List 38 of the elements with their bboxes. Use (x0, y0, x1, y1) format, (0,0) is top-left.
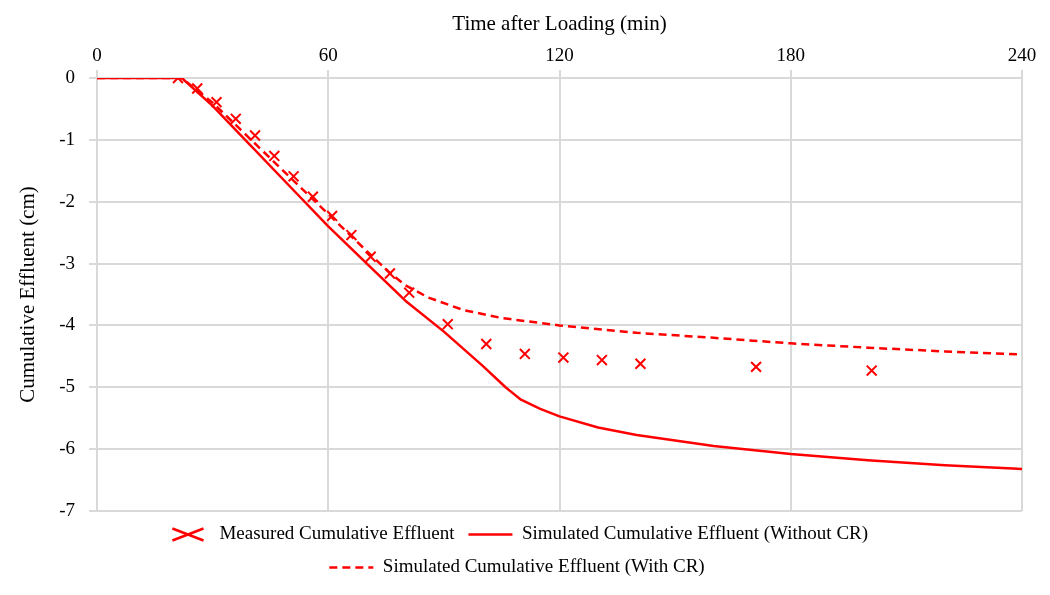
y-tick-label: -1 (59, 127, 76, 149)
x-tick-label: 0 (92, 43, 102, 65)
y-axis-title: Cumulative Effluent (cm) (15, 186, 40, 403)
y-tick-label: -3 (59, 251, 76, 273)
y-tick-label: -6 (59, 437, 76, 459)
point (191, 82, 204, 95)
y-tick-label: -4 (59, 313, 76, 335)
x-tick-label: 60 (318, 43, 338, 65)
point (403, 286, 416, 299)
point (441, 318, 454, 331)
x-tick-label: 120 (545, 43, 574, 65)
y-tick-label: -7 (59, 498, 76, 520)
point (383, 267, 396, 280)
point (287, 170, 300, 183)
y-tick-label: -5 (59, 375, 76, 397)
point (557, 351, 570, 364)
y-tick-label: 0 (65, 65, 76, 87)
point (364, 250, 377, 263)
point (595, 354, 608, 367)
legend-label: Simulated Cumulative Effluent (With CR) (382, 555, 705, 578)
point (345, 229, 358, 242)
x-tick-label: 180 (776, 43, 806, 65)
point (634, 357, 647, 370)
point (268, 149, 281, 162)
y-tick-label: -2 (59, 189, 76, 211)
point (750, 360, 763, 373)
point (518, 347, 531, 360)
point (326, 209, 339, 222)
x-tick-label: 240 (1007, 43, 1037, 65)
point (865, 364, 878, 377)
legend-label: Measured Cumulative Effluent (219, 522, 456, 544)
point (249, 129, 261, 142)
point (210, 96, 223, 109)
point (306, 190, 319, 203)
x-axis-title: Time after Loading (min) (452, 11, 667, 36)
point (229, 112, 242, 125)
legend-label: Simulated Cumulative Effluent (Without CR) (521, 522, 869, 545)
point (480, 338, 493, 350)
